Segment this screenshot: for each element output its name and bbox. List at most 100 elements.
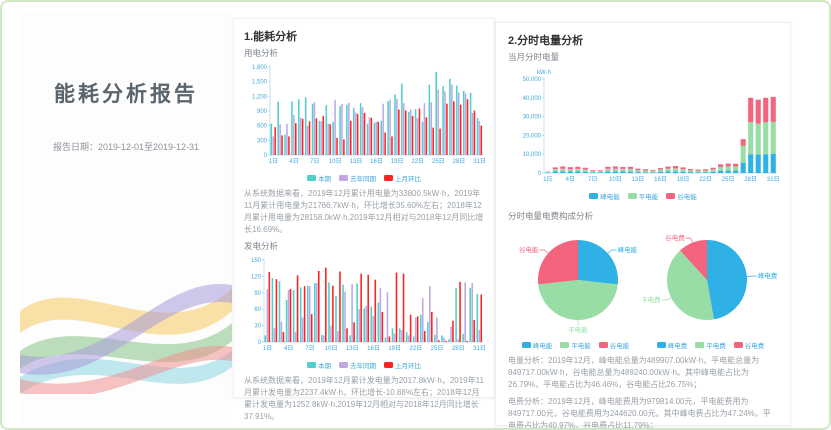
svg-text:平电费: 平电费 [643, 295, 661, 304]
usage-bar-chart: 0 300 600 900 1,200 1,500 1,800 1日 4日 7日 10日 13日 16日… [252, 65, 486, 165]
svg-text:峰电能: 峰电能 [618, 245, 638, 254]
svg-text:0: 0 [258, 340, 262, 346]
tou-chart-title: 当月分时电量 [508, 52, 560, 62]
svg-text:31日: 31日 [767, 176, 780, 183]
legend-label: 谷电费 [744, 343, 765, 350]
svg-text:300: 300 [257, 138, 268, 144]
svg-text:0: 0 [538, 171, 542, 177]
generation-chart-title: 发电分析 [244, 241, 279, 251]
legend-item-峰电能: 峰电能 [589, 191, 620, 201]
svg-text:7日: 7日 [588, 176, 597, 183]
legend-label: 本期 [318, 176, 331, 183]
svg-text:谷电能: 谷电能 [519, 245, 539, 254]
legend-label: 峰电能 [600, 194, 620, 201]
legend-swatch [339, 362, 348, 368]
svg-text:22日: 22日 [410, 345, 423, 352]
report-date: 报告日期：2019-12-01至2019-12-31 [52, 142, 200, 152]
legend-swatch [521, 342, 531, 348]
svg-text:13日: 13日 [632, 176, 645, 183]
energy-analysis-text: 电量分析：2019年12月，峰电能总量为489907.00kW·h，平电能总量为… [508, 356, 760, 389]
legend-label: 本期 [318, 363, 331, 370]
svg-text:30,000: 30,000 [523, 115, 542, 121]
svg-text:28日: 28日 [452, 345, 465, 352]
legend-swatch [598, 342, 608, 348]
svg-text:4日: 4日 [284, 345, 293, 352]
svg-text:谷电费: 谷电费 [665, 233, 685, 242]
cover-page: 能耗分析报告 报告日期：2019-12-01至2019-12-31 [20, 12, 232, 422]
svg-text:16日: 16日 [367, 345, 380, 352]
pie-section-title: 分时电量电费构成分析 [508, 211, 594, 221]
legend-label: 平电费 [706, 343, 726, 350]
legend-item-平电费: 平电费 [695, 340, 726, 350]
legend-swatch [666, 193, 676, 199]
legend-item-峰电能: 峰电能 [521, 340, 553, 350]
legend-swatch [307, 362, 316, 368]
legend-label: 谷电能 [677, 194, 697, 201]
svg-text:10日: 10日 [325, 345, 338, 352]
legend-label: 上月环比 [395, 363, 421, 370]
legend-label: 峰电能 [532, 343, 553, 350]
legend-label: 去年同期 [350, 363, 376, 370]
legend-item-本期: 本期 [307, 173, 331, 183]
legend-item-峰电费: 峰电费 [656, 340, 688, 350]
generation-chart-legend: 本期 去年同期 上月环比 [244, 360, 484, 370]
legend-swatch [339, 175, 348, 181]
legend-label: 峰电费 [667, 343, 688, 350]
legend-swatch [695, 342, 705, 348]
svg-text:0: 0 [264, 153, 268, 159]
svg-text:30: 30 [254, 324, 261, 330]
svg-text:16日: 16日 [654, 176, 667, 183]
svg-text:4日: 4日 [566, 176, 575, 183]
svg-text:峰电费: 峰电费 [758, 271, 778, 280]
svg-text:1,800: 1,800 [252, 65, 268, 71]
svg-text:40,000: 40,000 [523, 96, 542, 102]
legend-label: 平电能 [571, 343, 591, 350]
section1-heading: 1.能耗分析 [244, 31, 298, 43]
cost-pie-legend: 峰电费 平电费 谷电费 [643, 340, 778, 350]
svg-text:1,500: 1,500 [252, 80, 268, 86]
decorative-waves-graphic [20, 283, 232, 394]
usage-chart-legend: 本期 去年同期 上月环比 [244, 173, 484, 183]
svg-text:28日: 28日 [744, 176, 757, 183]
svg-text:1日: 1日 [269, 158, 278, 165]
legend-item-上月环比: 上月环比 [384, 173, 421, 183]
svg-text:28日: 28日 [453, 158, 466, 165]
svg-text:kW·h: kW·h [537, 70, 551, 76]
svg-text:25日: 25日 [722, 176, 735, 183]
legend-item-谷电能: 谷电能 [666, 191, 697, 201]
svg-text:22日: 22日 [699, 176, 712, 183]
cost-analysis-text: 电费分析：2019年12月，峰电能费用为979814.00元，平电能费用为849… [508, 397, 771, 430]
svg-text:900: 900 [257, 109, 268, 115]
svg-text:120: 120 [251, 274, 262, 280]
svg-text:7日: 7日 [305, 345, 314, 352]
legend-label: 上月环比 [395, 176, 421, 183]
legend-item-本期: 本期 [307, 360, 331, 370]
legend-item-去年同期: 去年同期 [339, 173, 376, 183]
cost-pie-block: 峰电费 平电费 谷电费 峰电费 平电费 谷电费 [643, 224, 778, 350]
svg-text:150: 150 [251, 258, 262, 264]
legend-swatch [733, 342, 743, 348]
legend-item-去年同期: 去年同期 [339, 360, 376, 370]
svg-text:10日: 10日 [329, 158, 342, 165]
svg-text:16日: 16日 [370, 158, 383, 165]
svg-text:1日: 1日 [543, 176, 552, 183]
legend-item-平电能: 平电能 [627, 191, 658, 201]
svg-text:31日: 31日 [473, 158, 486, 165]
svg-text:19日: 19日 [677, 176, 690, 183]
generation-bar-chart: 0 30 60 90 120 150 1日 4日 7日 10日 13日 16日 19日 22日 25日 28日… [251, 258, 486, 352]
svg-text:25日: 25日 [432, 158, 445, 165]
legend-item-谷电费: 谷电费 [733, 340, 765, 350]
svg-text:平电能: 平电能 [568, 325, 588, 334]
report-title: 能耗分析报告 [54, 83, 198, 106]
svg-text:10,000: 10,000 [523, 152, 542, 158]
legend-label: 去年同期 [350, 176, 376, 183]
energy-pie-legend: 峰电能 平电能 谷电能 [508, 340, 643, 350]
legend-item-谷电能: 谷电能 [598, 340, 629, 350]
svg-text:25日: 25日 [431, 345, 444, 352]
svg-text:1,200: 1,200 [252, 94, 268, 100]
svg-text:600: 600 [257, 124, 268, 130]
legend-swatch [627, 193, 637, 199]
svg-text:19日: 19日 [391, 158, 404, 165]
energy-pie-block: 峰电能 平电能 谷电能 峰电能 平电能 谷电能 [508, 224, 643, 350]
